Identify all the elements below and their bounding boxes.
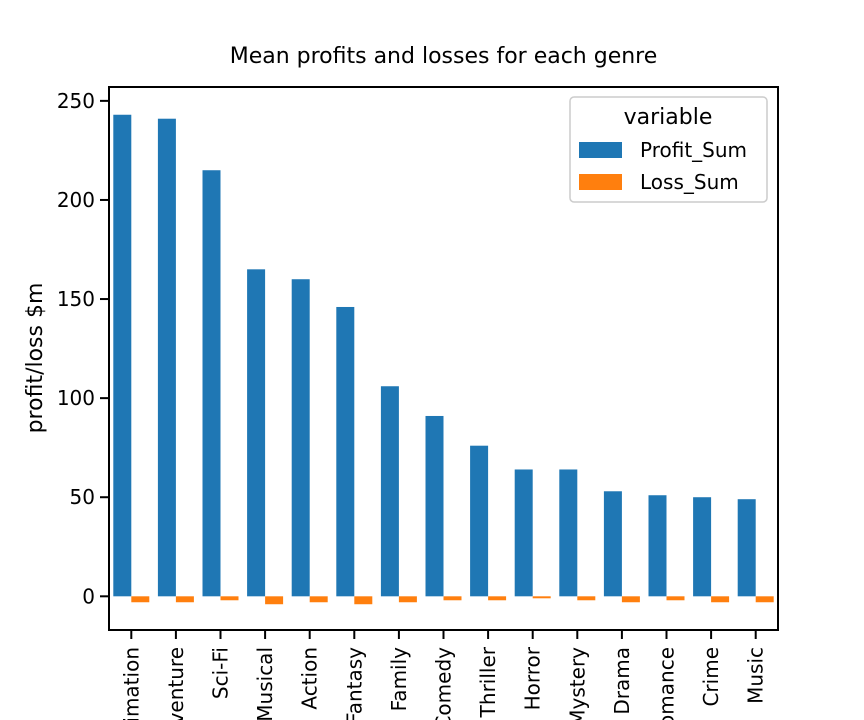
bar-profit-sum-5 xyxy=(336,306,355,597)
bar-loss-sum-8 xyxy=(488,596,507,601)
bar-profit-sum-10 xyxy=(559,469,578,597)
legend-swatch-profit-sum xyxy=(579,142,622,158)
x-tick-label: Family xyxy=(387,647,411,712)
y-axis: 0 50 100 150 200 250 xyxy=(57,89,109,608)
bar-loss-sum-0 xyxy=(131,596,150,603)
legend: variable Profit_Sum Loss_Sum xyxy=(569,96,768,203)
bar-profit-sum-6 xyxy=(380,386,399,597)
x-tick-label: Action xyxy=(298,647,322,710)
bar-loss-sum-5 xyxy=(354,596,373,605)
bar-loss-sum-14 xyxy=(755,596,774,603)
bar-profit-sum-11 xyxy=(603,491,622,597)
x-tick-label: Animation xyxy=(119,647,143,720)
bar-profit-sum-9 xyxy=(514,469,533,597)
x-tick-label: Thriller xyxy=(476,646,500,718)
bar-profit-sum-14 xyxy=(737,499,756,597)
x-tick-label: Fantasy xyxy=(342,647,366,720)
legend-swatch-loss-sum xyxy=(579,174,622,190)
bar-profit-sum-7 xyxy=(425,415,444,597)
x-tick-label: Comedy xyxy=(432,647,456,720)
chart-title: Mean profits and losses for each genre xyxy=(230,44,658,69)
y-axis-label: profit/loss $m xyxy=(23,283,48,434)
bar-profit-sum-8 xyxy=(470,445,489,597)
bar-loss-sum-9 xyxy=(532,596,551,599)
bar-profit-sum-1 xyxy=(157,118,176,597)
bar-loss-sum-3 xyxy=(265,596,284,605)
x-tick-label: Musical xyxy=(253,647,277,720)
bar-profit-sum-13 xyxy=(693,497,712,597)
bar-loss-sum-11 xyxy=(621,596,640,603)
legend-label-loss-sum: Loss_Sum xyxy=(640,170,739,194)
y-tick-label: 50 xyxy=(70,485,95,509)
y-tick-label: 0 xyxy=(82,584,95,608)
bar-loss-sum-10 xyxy=(577,596,596,601)
x-tick-label: Drama xyxy=(610,647,634,715)
y-tick-label: 200 xyxy=(57,188,95,212)
legend-label-profit-sum: Profit_Sum xyxy=(640,138,747,162)
x-tick-label: Music xyxy=(744,647,768,704)
bar-loss-sum-7 xyxy=(443,596,462,601)
bar-loss-sum-6 xyxy=(398,596,417,603)
bar-loss-sum-2 xyxy=(220,596,239,601)
bar-loss-sum-4 xyxy=(309,596,328,603)
x-tick-label: Mystery xyxy=(565,647,589,720)
legend-title: variable xyxy=(624,105,713,130)
bar-profit-sum-2 xyxy=(202,170,221,597)
bar-profit-sum-12 xyxy=(648,495,667,597)
y-tick-label: 250 xyxy=(57,89,95,113)
bars-group xyxy=(113,114,774,605)
x-tick-label: Adventure xyxy=(164,647,188,720)
x-tick-label: Sci-Fi xyxy=(209,647,233,699)
y-tick-label: 150 xyxy=(57,287,95,311)
y-tick-label: 100 xyxy=(57,386,95,410)
bar-loss-sum-13 xyxy=(711,596,730,603)
bar-loss-sum-1 xyxy=(175,596,194,603)
bar-loss-sum-12 xyxy=(666,596,685,601)
x-tick-label: Horror xyxy=(521,646,545,710)
bar-profit-sum-0 xyxy=(113,114,132,597)
plot-frame xyxy=(108,86,779,631)
x-tick-label: Crime xyxy=(699,647,723,707)
x-axis: Animation Adventure Sci-Fi Musical Action Fan… xyxy=(119,630,768,720)
bar-profit-sum-3 xyxy=(247,269,266,597)
bar-profit-sum-4 xyxy=(291,279,310,597)
x-tick-label: Romance xyxy=(655,647,679,720)
